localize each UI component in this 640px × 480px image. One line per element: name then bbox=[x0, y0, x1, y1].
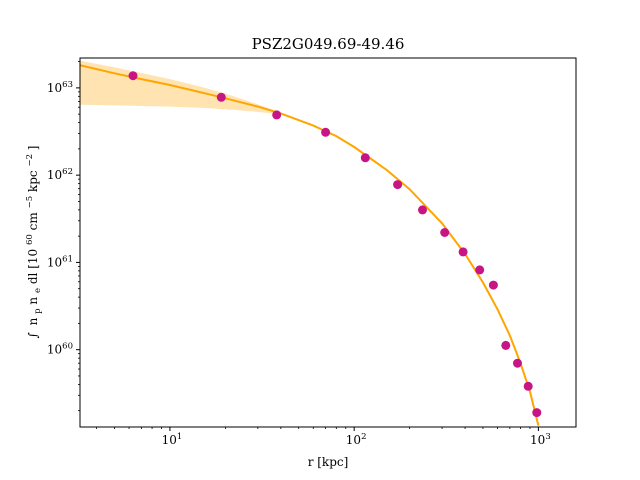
model-curve bbox=[80, 64, 540, 426]
y-label-sub-e: e bbox=[33, 288, 43, 293]
confidence-band bbox=[80, 60, 337, 137]
x-axis-label: r [kpc] bbox=[308, 455, 349, 469]
y-label-cm: cm bbox=[26, 212, 40, 231]
y-label-integral: ∫ bbox=[26, 332, 40, 339]
y-label-sub-p: p bbox=[33, 308, 43, 314]
y-axis-label: ∫ n p n e dl [10 60 cm −5 kpc −2 ] bbox=[21, 146, 43, 339]
y-label-n1: n bbox=[26, 317, 40, 325]
data-point bbox=[475, 265, 485, 275]
data-point bbox=[128, 71, 138, 81]
y-label-exp-m5: −5 bbox=[25, 196, 35, 209]
data-point bbox=[501, 340, 511, 350]
chart-title: PSZ2G049.69-49.46 bbox=[252, 35, 405, 53]
data-point bbox=[440, 228, 450, 237]
data-point bbox=[513, 358, 522, 368]
y-label-close: ] bbox=[26, 146, 40, 151]
y-tick-label: 1062 bbox=[47, 167, 73, 182]
y-label-exp-60: 60 bbox=[25, 234, 35, 245]
data-point bbox=[321, 127, 331, 137]
data-point bbox=[393, 180, 403, 190]
y-label-kpc: kpc bbox=[26, 170, 40, 192]
x-axis-ticks: 101 102 103 bbox=[96, 427, 551, 447]
x-tick-label: 101 bbox=[162, 432, 183, 447]
data-point bbox=[360, 153, 370, 163]
y-tick-label: 1063 bbox=[47, 80, 73, 95]
data-point bbox=[458, 247, 468, 257]
data-point bbox=[418, 205, 427, 215]
y-label-dl: dl [10 bbox=[26, 249, 40, 284]
data-point bbox=[532, 408, 542, 418]
data-point bbox=[216, 92, 226, 102]
x-tick-label: 103 bbox=[530, 432, 551, 447]
plot-frame bbox=[79, 57, 577, 428]
y-label-n2: n bbox=[26, 297, 40, 305]
y-axis-ticks: 1060 1061 1062 1063 bbox=[47, 61, 80, 412]
plot-area bbox=[80, 60, 542, 426]
y-tick-label: 1061 bbox=[47, 254, 73, 269]
x-tick-label: 102 bbox=[346, 432, 367, 447]
data-points bbox=[128, 71, 542, 418]
data-point bbox=[488, 280, 498, 290]
data-point bbox=[272, 110, 282, 120]
data-point bbox=[523, 381, 533, 391]
y-label-exp-m2: −2 bbox=[25, 154, 35, 167]
y-tick-label: 1060 bbox=[47, 342, 73, 357]
